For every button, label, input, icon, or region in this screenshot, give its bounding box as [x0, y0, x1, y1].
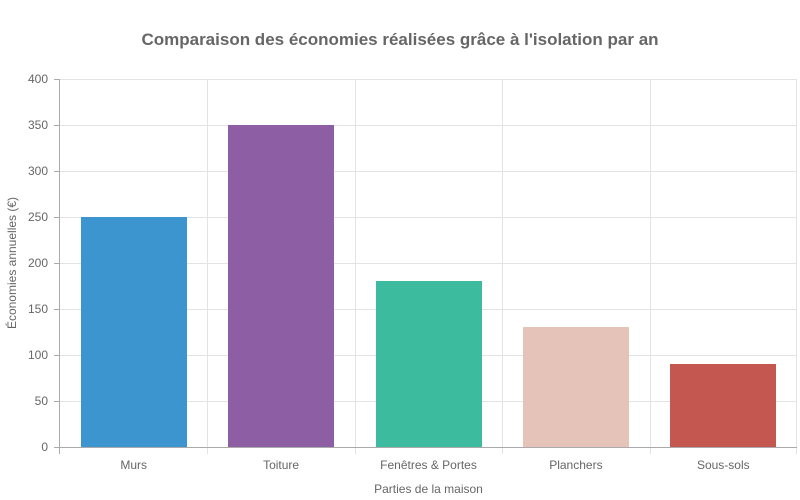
y-tick-label: 350 — [27, 118, 48, 132]
x-tick — [207, 447, 208, 454]
bar-toiture[interactable] — [228, 125, 335, 447]
x-tick-label: Murs — [120, 458, 148, 472]
x-tick — [502, 447, 503, 454]
bar-murs[interactable] — [80, 217, 187, 447]
gridline-vertical — [355, 79, 356, 447]
y-tick-label: 400 — [27, 72, 48, 86]
y-axis-title: Économies annuelles (€) — [5, 196, 19, 330]
y-tick-label: 100 — [27, 348, 48, 362]
y-tick-label: 250 — [27, 210, 48, 224]
x-tick-label: Planchers — [549, 458, 603, 472]
gridline-horizontal — [60, 217, 797, 218]
x-tick — [355, 447, 356, 454]
x-tick-label: Fenêtres & Portes — [380, 458, 477, 472]
y-tick — [54, 125, 60, 126]
bar-sous-sols[interactable] — [670, 364, 777, 447]
y-tick — [54, 171, 60, 172]
y-tick-label: 200 — [27, 256, 48, 270]
x-tick-label: Toiture — [263, 458, 300, 472]
gridline-horizontal — [60, 171, 797, 172]
y-tick — [54, 263, 60, 264]
gridline-vertical — [796, 79, 797, 447]
y-tick — [54, 355, 60, 356]
x-tick — [650, 447, 651, 454]
gridline-vertical — [502, 79, 503, 447]
y-tick — [54, 217, 60, 218]
x-axis-line — [54, 447, 797, 448]
x-tick-label: Sous-sols — [696, 458, 750, 472]
x-axis-title: Parties de la maison — [374, 482, 483, 496]
y-tick — [54, 79, 60, 80]
y-tick-label: 150 — [27, 302, 48, 316]
y-tick-label: 300 — [27, 164, 48, 178]
x-tick — [796, 447, 797, 454]
y-tick-label: 50 — [34, 394, 48, 408]
y-tick-label: 0 — [41, 440, 48, 454]
chart-title: Comparaison des économies réalisées grâc… — [141, 30, 659, 49]
y-tick — [54, 401, 60, 402]
gridline-vertical — [207, 79, 208, 447]
y-tick — [54, 309, 60, 310]
bar-planchers[interactable] — [522, 327, 629, 447]
gridline-horizontal — [60, 125, 797, 126]
bar-fen-tres-portes[interactable] — [375, 281, 482, 447]
gridline-horizontal — [60, 79, 797, 80]
plot-area — [60, 79, 797, 447]
gridline-vertical — [650, 79, 651, 447]
gridline-horizontal — [60, 263, 797, 264]
y-axis-line — [59, 79, 60, 453]
